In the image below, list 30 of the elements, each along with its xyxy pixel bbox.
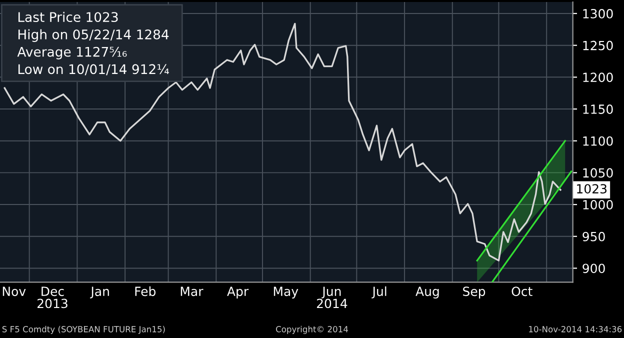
y-tick-label: 1200 — [583, 72, 613, 82]
x-tick-label: Feb — [135, 286, 156, 296]
y-tick-label: 1150 — [583, 104, 613, 114]
annotation: Average 1127⁵⁄₁₆ — [17, 46, 127, 60]
y-tick-label: 1100 — [583, 136, 613, 146]
x-tick-label: Nov — [2, 286, 26, 296]
x-tick-label: May — [274, 286, 298, 298]
x-tick-label: Jul — [372, 286, 386, 298]
x-tick-label: Jan — [90, 286, 109, 298]
annotation: High on 05/22/14 1284 — [18, 29, 169, 42]
y-tick-label: 900 — [582, 264, 605, 274]
text: Copyright© 2014 — [276, 326, 348, 334]
y-tick-label: 1250 — [583, 40, 613, 50]
x-tick-label: Sep — [463, 286, 486, 298]
annotation: Low on 10/01/14 912¹⁄₄ — [18, 64, 169, 76]
x-tick-label: Jun 2014 — [316, 286, 348, 308]
x-tick-label: Dec 2013 — [38, 286, 68, 308]
line-series — [4, 22, 562, 262]
x-tick-label: Apr — [227, 286, 249, 298]
y-tick-label: 1300 — [583, 8, 613, 18]
text: S F5 Comdty (SOYBEAN FUTURE Jan15) — [2, 326, 165, 334]
x-tick-label: Mar — [180, 286, 204, 296]
y-tick-label: 1000 — [583, 200, 613, 210]
y-tick-label: 1050 — [583, 168, 613, 178]
annotation: 1023 — [577, 184, 607, 194]
annotation: Last Price 1023 — [18, 12, 118, 22]
y-tick-label: 950 — [582, 232, 605, 242]
x-tick-label: Oct — [512, 286, 532, 296]
x-tick-label: Aug — [416, 286, 439, 298]
text: 10-Nov-2014 14:34:36 — [529, 326, 622, 332]
